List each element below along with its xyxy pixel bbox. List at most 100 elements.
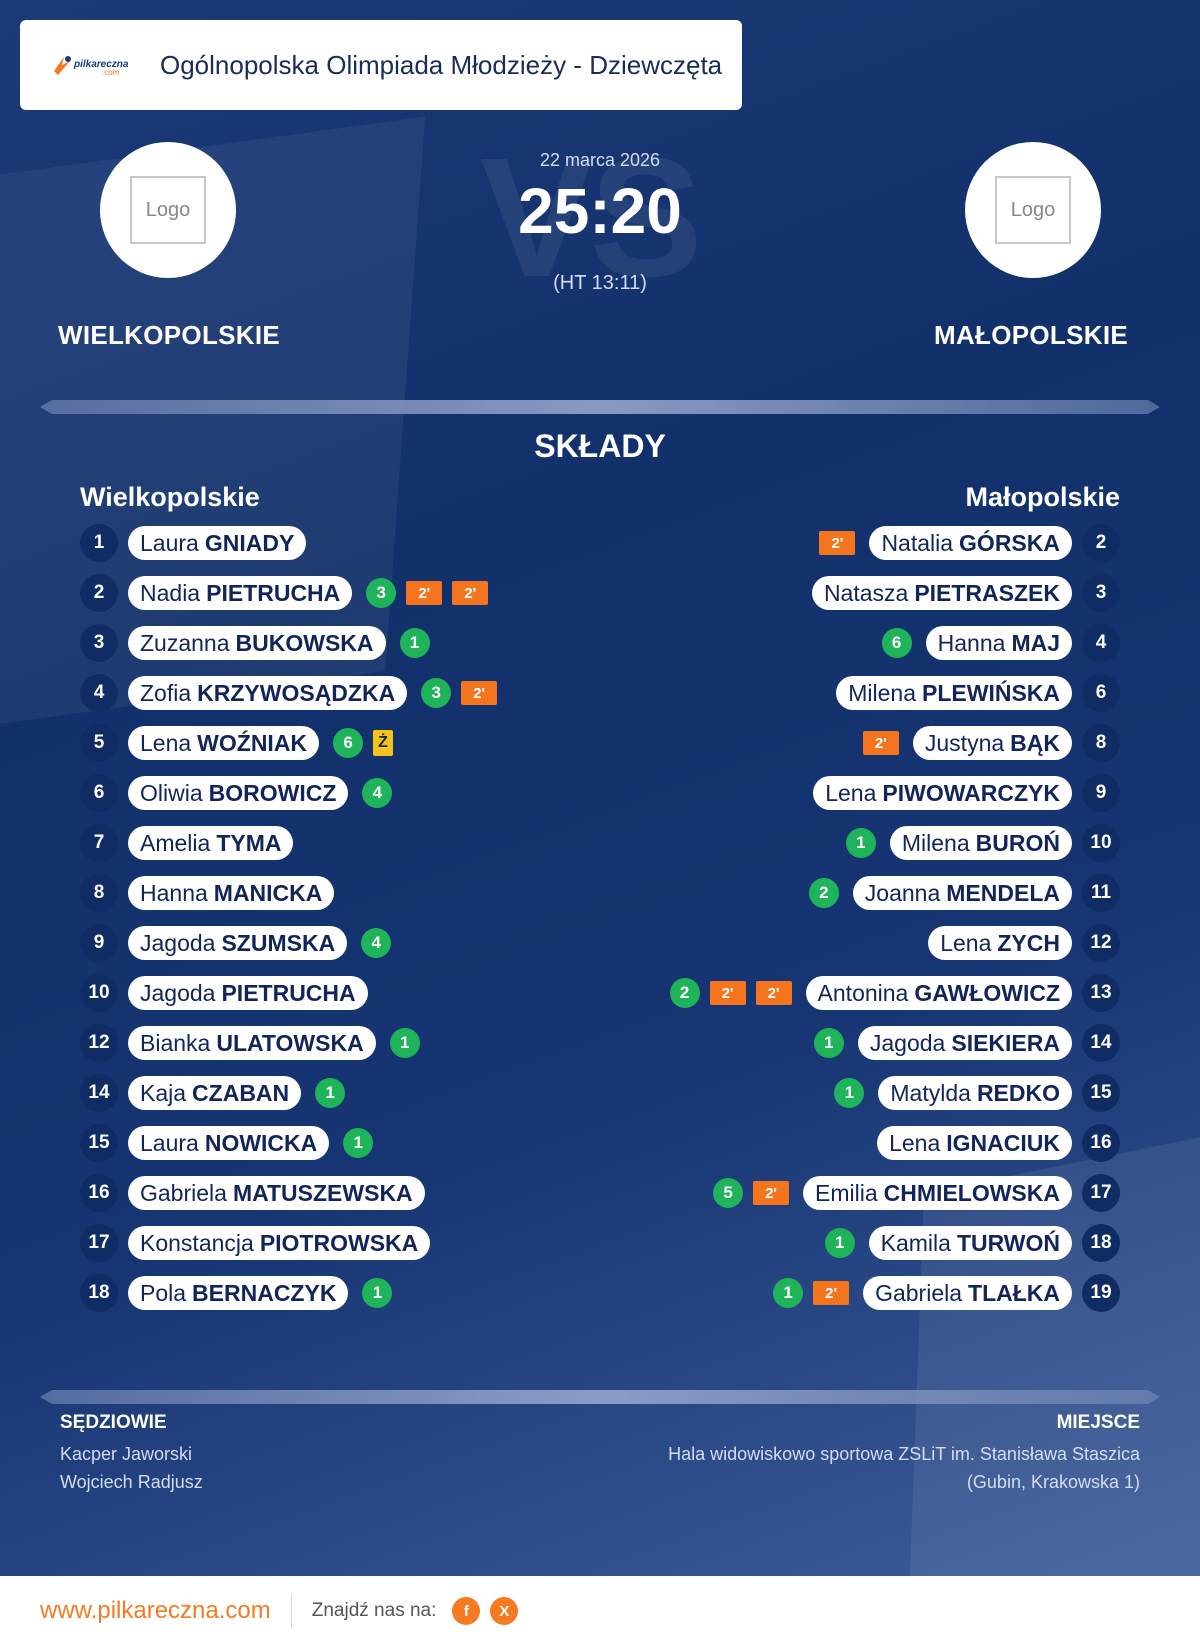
player-number: 6 bbox=[80, 774, 118, 812]
player-name-pill[interactable]: Matylda REDKO bbox=[878, 1076, 1072, 1110]
player-name-pill[interactable]: Jagoda SZUMSKA bbox=[128, 926, 348, 960]
home-lineup-title: Wielkopolskie bbox=[80, 482, 260, 512]
logo-placeholder: Logo bbox=[130, 176, 206, 244]
player-number: 2 bbox=[80, 574, 118, 612]
player-stats: 1 bbox=[804, 1028, 844, 1058]
divider bbox=[40, 400, 1160, 414]
player-name-pill[interactable]: Milena BUROŃ bbox=[889, 826, 1072, 860]
player-last-name: ZYCH bbox=[997, 929, 1060, 956]
player-last-name: KRZYWOSĄDZKA bbox=[197, 679, 396, 706]
player-stats: 1 bbox=[315, 1078, 355, 1108]
player-stats: 1 bbox=[343, 1128, 383, 1158]
player-name-pill[interactable]: Natalia GÓRSKA bbox=[869, 526, 1072, 560]
player-number: 17 bbox=[1082, 1174, 1120, 1212]
player-first-name: Kaja bbox=[140, 1079, 187, 1106]
away-team-logo: Logo bbox=[965, 142, 1101, 278]
player-name-pill[interactable]: Hanna MAJ bbox=[925, 626, 1072, 660]
player-name-pill[interactable]: Gabriela MATUSZEWSKA bbox=[128, 1176, 425, 1210]
referee-name: Kacper Jaworski bbox=[60, 1444, 193, 1464]
player-first-name: Oliwia bbox=[140, 779, 203, 806]
player-name-pill[interactable]: Joanna MENDELA bbox=[852, 876, 1072, 910]
player-name-pill[interactable]: Konstancja PIOTROWSKA bbox=[128, 1226, 431, 1260]
divider bbox=[40, 1390, 1160, 1404]
goals-badge: 6 bbox=[333, 728, 364, 758]
away-team-name: MAŁOPOLSKIE bbox=[934, 320, 1128, 350]
player-name-pill[interactable]: Jagoda SIEKIERA bbox=[857, 1026, 1072, 1060]
player-last-name: IGNACIUK bbox=[946, 1129, 1060, 1156]
player-name-pill[interactable]: Emilia CHMIELOWSKA bbox=[803, 1176, 1072, 1210]
player-name-pill[interactable]: Laura GNIADY bbox=[128, 526, 307, 560]
player-name-pill[interactable]: Kaja CZABAN bbox=[128, 1076, 302, 1110]
away-player-row: 8 Justyna BĄK 2' bbox=[853, 724, 1120, 762]
home-player-row: 16 Gabriela MATUSZEWSKA bbox=[80, 1174, 439, 1212]
player-name-pill[interactable]: Hanna MANICKA bbox=[128, 876, 335, 910]
player-number: 4 bbox=[1082, 624, 1120, 662]
header-banner: pilkareczna .com Ogólnopolska Olimpiada … bbox=[20, 20, 742, 110]
player-last-name: SZUMSKA bbox=[221, 929, 336, 956]
player-last-name: REDKO bbox=[976, 1079, 1060, 1106]
player-last-name: PLEWIŃSKA bbox=[922, 679, 1060, 706]
player-name-pill[interactable]: Milena PLEWIŃSKA bbox=[836, 676, 1072, 710]
home-player-row: 10 Jagoda PIETRUCHA bbox=[80, 974, 382, 1012]
home-player-row: 9 Jagoda SZUMSKA 4 bbox=[80, 924, 401, 962]
player-stats: 1 bbox=[389, 1028, 430, 1058]
player-name-pill[interactable]: Zuzanna BUKOWSKA bbox=[128, 626, 386, 660]
final-score: 25:20 bbox=[518, 175, 682, 247]
goals-badge: 2 bbox=[669, 978, 700, 1008]
player-name-pill[interactable]: Lena IGNACIUK bbox=[877, 1126, 1072, 1160]
player-name-pill[interactable]: Bianka ULATOWSKA bbox=[128, 1026, 376, 1060]
player-number: 12 bbox=[80, 1024, 118, 1062]
player-number: 12 bbox=[1082, 924, 1120, 962]
player-name-pill[interactable]: Nadia PIETRUCHA bbox=[128, 576, 353, 610]
player-number: 13 bbox=[1082, 974, 1120, 1012]
player-name-pill[interactable]: Antonina GAWŁOWICZ bbox=[805, 976, 1072, 1010]
player-name-pill[interactable]: Justyna BĄK bbox=[912, 726, 1072, 760]
referees-title: SĘDZIOWIE bbox=[60, 1412, 167, 1433]
site-link[interactable]: www.pilkareczna.com bbox=[40, 1597, 271, 1624]
away-player-row: 18 Kamila TURWOŃ 1 bbox=[815, 1224, 1120, 1262]
player-last-name: GÓRSKA bbox=[959, 529, 1060, 556]
player-stats: 1 bbox=[362, 1278, 402, 1308]
player-first-name: Hanna bbox=[937, 629, 1006, 656]
player-stats: 2' 2' 2 bbox=[660, 978, 792, 1008]
player-name-pill[interactable]: Laura NOWICKA bbox=[128, 1126, 330, 1160]
player-number: 14 bbox=[1082, 1024, 1120, 1062]
player-name-pill[interactable]: Lena PIWOWARCZYK bbox=[813, 776, 1072, 810]
player-number: 3 bbox=[80, 624, 118, 662]
away-player-row: 6 Milena PLEWIŃSKA bbox=[822, 674, 1120, 712]
player-name-pill[interactable]: Amelia TYMA bbox=[128, 826, 294, 860]
find-us-label: Znajdź nas na: bbox=[311, 1600, 437, 1621]
player-number: 5 bbox=[80, 724, 118, 762]
player-name-pill[interactable]: Pola BERNACZYK bbox=[128, 1276, 349, 1310]
player-name-pill[interactable]: Gabriela TLAŁKA bbox=[863, 1276, 1072, 1310]
player-last-name: PIWOWARCZYK bbox=[882, 779, 1060, 806]
suspension-badge: 2' bbox=[862, 731, 899, 755]
player-first-name: Milena bbox=[848, 679, 916, 706]
player-number: 16 bbox=[1082, 1124, 1120, 1162]
away-player-row: 3 Natasza PIETRASZEK bbox=[798, 574, 1120, 612]
player-name-pill[interactable]: Lena WOŹNIAK bbox=[128, 726, 320, 760]
x-icon[interactable]: X bbox=[490, 1597, 519, 1625]
home-player-row: 2 Nadia PIETRUCHA 3 2' 2' bbox=[80, 574, 498, 612]
logo-placeholder: Logo bbox=[995, 176, 1071, 244]
brand-logo[interactable]: pilkareczna .com bbox=[50, 51, 140, 79]
player-first-name: Konstancja bbox=[140, 1229, 254, 1256]
player-first-name: Jagoda bbox=[140, 929, 216, 956]
away-lineup-title: Małopolskie bbox=[965, 482, 1120, 512]
suspension-badge: 2' bbox=[709, 981, 746, 1005]
player-name-pill[interactable]: Zofia KRZYWOSĄDZKA bbox=[128, 676, 408, 710]
player-last-name: TLAŁKA bbox=[968, 1279, 1060, 1306]
player-name-pill[interactable]: Kamila TURWOŃ bbox=[868, 1226, 1072, 1260]
facebook-icon[interactable]: f bbox=[452, 1597, 481, 1625]
player-number: 10 bbox=[80, 974, 118, 1012]
suspension-badge: 2' bbox=[452, 581, 489, 605]
away-player-row: 4 Hanna MAJ 6 bbox=[872, 624, 1120, 662]
player-last-name: MENDELA bbox=[946, 879, 1060, 906]
player-first-name: Justyna bbox=[924, 729, 1005, 756]
home-player-row: 17 Konstancja PIOTROWSKA bbox=[80, 1224, 444, 1262]
player-name-pill[interactable]: Lena ZYCH bbox=[928, 926, 1072, 960]
player-name-pill[interactable]: Jagoda PIETRUCHA bbox=[128, 976, 368, 1010]
player-last-name: MANICKA bbox=[213, 879, 323, 906]
player-name-pill[interactable]: Natasza PIETRASZEK bbox=[811, 576, 1072, 610]
player-name-pill[interactable]: Oliwia BOROWICZ bbox=[128, 776, 349, 810]
